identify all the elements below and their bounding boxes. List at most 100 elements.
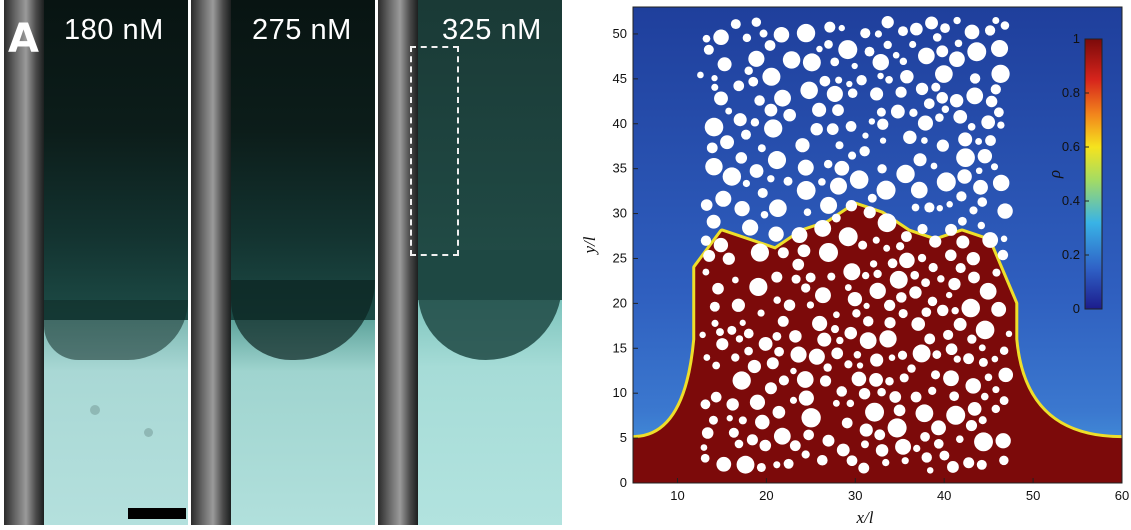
grain [826,85,843,103]
grain [968,271,980,284]
concentration-label-1: 180 nM [64,14,164,46]
grain [778,375,789,386]
grain [732,276,739,284]
grain [883,244,891,252]
grain [739,319,746,326]
grain [845,200,858,212]
grain [712,361,721,370]
grain [956,235,970,249]
grain [873,269,882,279]
y-tick-label: 50 [613,26,627,41]
grain [836,336,844,345]
grain [991,355,999,363]
grain [975,138,983,145]
grain [801,283,811,293]
x-tick-label: 20 [759,488,773,503]
grain [949,51,965,68]
grain [910,22,923,36]
grain [913,153,927,167]
grain [703,354,711,361]
grain [789,440,801,452]
grain [888,354,896,361]
grain [746,434,758,446]
grain [998,367,1014,383]
grain [703,44,714,55]
grain [838,40,858,60]
grain [820,196,838,214]
grain [713,29,729,46]
grain [956,148,975,168]
grain [995,433,1011,449]
grain [843,263,861,281]
concentration-label-3: 325 nM [442,14,542,46]
grain [831,347,844,360]
grain [935,113,944,122]
grain [936,92,948,104]
grain [967,122,976,131]
grain [803,208,812,216]
grain [762,67,781,86]
grain [872,53,889,71]
grain [889,391,902,403]
grain [951,307,959,315]
grain [997,249,1009,261]
grain [927,296,938,307]
grain [831,213,841,223]
grain [835,141,844,150]
grain [877,213,897,233]
grain [711,83,719,91]
grain [913,444,921,453]
grain [966,251,980,266]
grain [874,30,883,38]
grain [849,170,869,189]
grain [876,180,896,200]
grain [705,157,723,176]
grain [773,26,790,43]
grain [940,23,950,34]
grain [847,88,858,98]
grain [861,271,870,280]
grain [823,159,833,169]
grain [917,223,928,235]
grain [936,204,943,212]
grain [736,455,755,474]
grain [796,181,816,200]
grain [974,432,993,452]
grain [975,320,995,340]
grain [726,415,733,422]
grain [812,102,827,117]
grain [899,373,909,383]
grain [945,249,957,262]
grain [764,40,776,51]
grain [881,16,894,29]
grain [767,175,775,183]
micrograph-strip-325nm [378,0,562,525]
grain [868,118,876,125]
grain [933,438,944,449]
grain [936,172,956,192]
grain [993,107,1004,118]
panel-b-simulation: 10 20 30 40 50 60 0 5 10 15 20 25 30 35 40 45 50 0 0.2 0.4… [565,0,1131,530]
grain [869,372,883,387]
grain [704,117,724,137]
grain [867,193,877,203]
grain [757,309,765,317]
grain [741,129,751,140]
y-axis-label: y/l [580,236,599,255]
grain [946,201,953,208]
grain [990,84,1001,95]
grain [702,268,710,276]
scale-bar [128,508,186,519]
grain [808,348,825,365]
grain [953,109,968,124]
grain [973,179,988,195]
grain [892,51,900,59]
plot-frame [632,6,1123,484]
grain [760,210,769,219]
grain [985,135,996,146]
grain [977,148,993,164]
grain [717,57,732,72]
grain [877,164,887,174]
grain [997,203,1013,219]
grain [823,363,832,372]
